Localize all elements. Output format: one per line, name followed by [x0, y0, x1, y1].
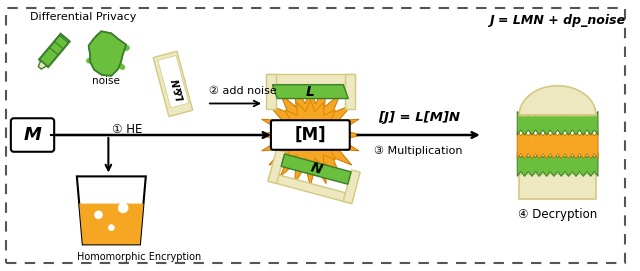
Polygon shape — [517, 111, 598, 135]
Text: noise: noise — [92, 76, 120, 86]
Polygon shape — [268, 173, 354, 204]
Text: ① HE: ① HE — [112, 122, 143, 136]
Polygon shape — [275, 99, 346, 170]
Polygon shape — [79, 204, 143, 244]
Circle shape — [95, 211, 102, 219]
Text: [M]: [M] — [294, 126, 326, 144]
FancyBboxPatch shape — [271, 120, 349, 150]
Text: M: M — [24, 126, 42, 144]
Circle shape — [118, 203, 128, 213]
Polygon shape — [343, 170, 360, 204]
Polygon shape — [281, 154, 351, 184]
Text: ④ Decryption: ④ Decryption — [518, 208, 597, 221]
Circle shape — [108, 225, 115, 231]
Text: ③ Multiplication: ③ Multiplication — [374, 146, 463, 156]
Polygon shape — [77, 176, 146, 244]
Polygon shape — [38, 61, 47, 69]
Polygon shape — [517, 131, 598, 159]
Text: [J] = L[M]N: [J] = L[M]N — [378, 111, 460, 124]
Polygon shape — [39, 34, 70, 67]
Polygon shape — [266, 75, 355, 84]
Polygon shape — [268, 150, 285, 183]
Polygon shape — [266, 75, 276, 109]
Polygon shape — [345, 75, 355, 109]
Polygon shape — [519, 86, 596, 115]
Text: J = LMN + dp_noise: J = LMN + dp_noise — [490, 14, 626, 27]
Circle shape — [113, 192, 119, 198]
Polygon shape — [153, 51, 193, 117]
Polygon shape — [88, 31, 126, 76]
Polygon shape — [259, 84, 362, 186]
Text: ② add noise: ② add noise — [209, 86, 276, 96]
Text: L&N: L&N — [172, 76, 187, 101]
Polygon shape — [88, 31, 126, 76]
Polygon shape — [158, 56, 189, 108]
FancyBboxPatch shape — [11, 118, 54, 152]
Text: Homomorphic Encryption: Homomorphic Encryption — [77, 252, 201, 262]
Text: Differential Privacy: Differential Privacy — [29, 12, 136, 22]
Polygon shape — [273, 85, 348, 99]
Text: N: N — [308, 161, 324, 178]
Polygon shape — [519, 175, 596, 199]
Text: L: L — [306, 85, 315, 99]
Polygon shape — [517, 153, 598, 176]
